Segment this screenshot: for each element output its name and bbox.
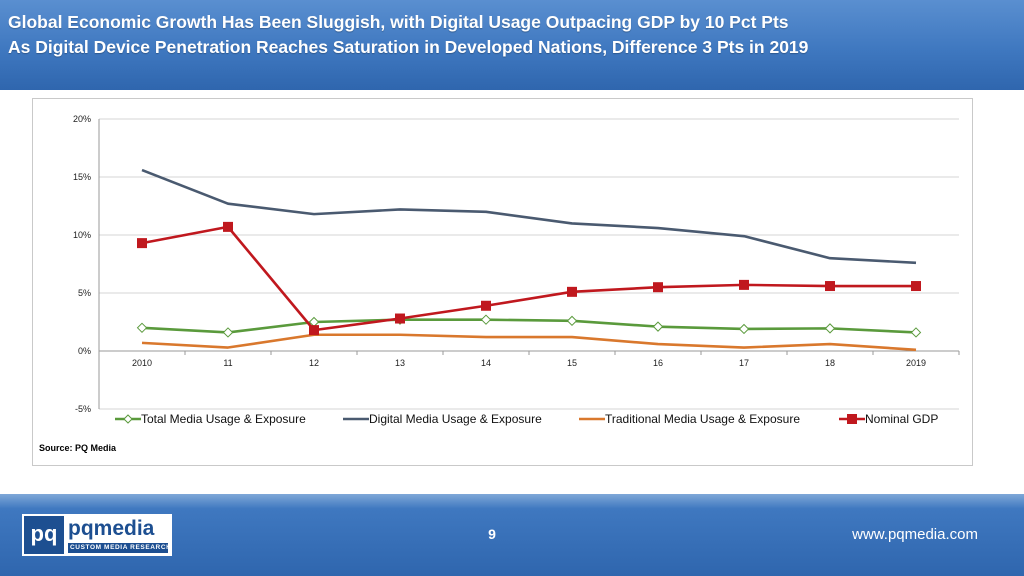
x-tick-label: 11 [223,358,232,368]
legend-label: Total Media Usage & Exposure [141,412,306,426]
data-point [223,221,233,232]
series-line-3 [141,225,916,332]
series-line-2 [141,333,917,352]
legend-label: Traditional Media Usage & Exposure [605,412,800,426]
slide-footer: pq pqmedia CUSTOM MEDIA RESEARCH 9 www.p… [0,494,1024,576]
data-point [137,238,147,249]
data-point [739,279,749,290]
legend-label: Nominal GDP [865,412,938,426]
slide-header: Global Economic Growth Has Been Sluggish… [0,0,1024,90]
data-point [825,281,835,292]
series-line-1 [141,168,917,265]
pq-media-logo: pq pqmedia CUSTOM MEDIA RESEARCH [22,514,172,556]
y-tick-label: 0% [78,346,91,356]
x-tick-label: 2019 [906,358,926,368]
data-point [309,325,319,336]
data-point [480,314,492,325]
x-tick-label: 16 [653,358,663,368]
data-point [566,315,578,327]
data-point [910,327,922,338]
data-point [567,286,577,297]
website-link[interactable]: www.pqmedia.com [852,526,978,543]
y-tick-label: 20% [73,114,91,124]
source-label: Source: PQ Media [39,443,117,453]
logo-wordmark: pqmedia [68,517,155,540]
data-point [911,281,921,292]
y-tick-label: -5% [75,404,91,414]
x-tick-label: 13 [395,358,405,368]
x-tick-label: 2010 [132,358,152,368]
x-tick-label: 12 [309,358,319,368]
line-chart: 20% 15% 10% 5% 0% -5% 2010 11 12 13 14 15 16 17 18 2019… [73,114,960,426]
data-point [652,321,664,332]
x-tick-label: 18 [825,358,835,368]
x-tick-label: 17 [739,358,749,368]
data-point [824,323,836,334]
data-point [136,322,148,334]
series-line-0 [141,318,917,334]
data-point [481,300,491,311]
title-line-1: Global Economic Growth Has Been Sluggish… [8,12,789,32]
page-number: 9 [488,526,496,542]
data-point [395,313,405,324]
chart-frame: 20% 15% 10% 5% 0% -5% 2010 11 12 13 14 15 16 17 18 2019… [32,98,973,466]
x-tick-label: 14 [481,358,491,368]
data-point [738,323,750,335]
data-point [653,282,663,293]
data-point [222,327,234,338]
logo-mark: pq [24,516,64,554]
legend-marker [847,414,857,424]
y-tick-label: 15% [73,172,91,182]
y-tick-label: 5% [78,288,91,298]
x-tick-label: 15 [567,358,577,368]
title-line-2: As Digital Device Penetration Reaches Sa… [8,37,809,57]
y-tick-label: 10% [73,230,91,240]
logo-tagline: CUSTOM MEDIA RESEARCH [68,543,172,553]
legend-marker [123,414,133,424]
legend-label: Digital Media Usage & Exposure [369,412,542,426]
